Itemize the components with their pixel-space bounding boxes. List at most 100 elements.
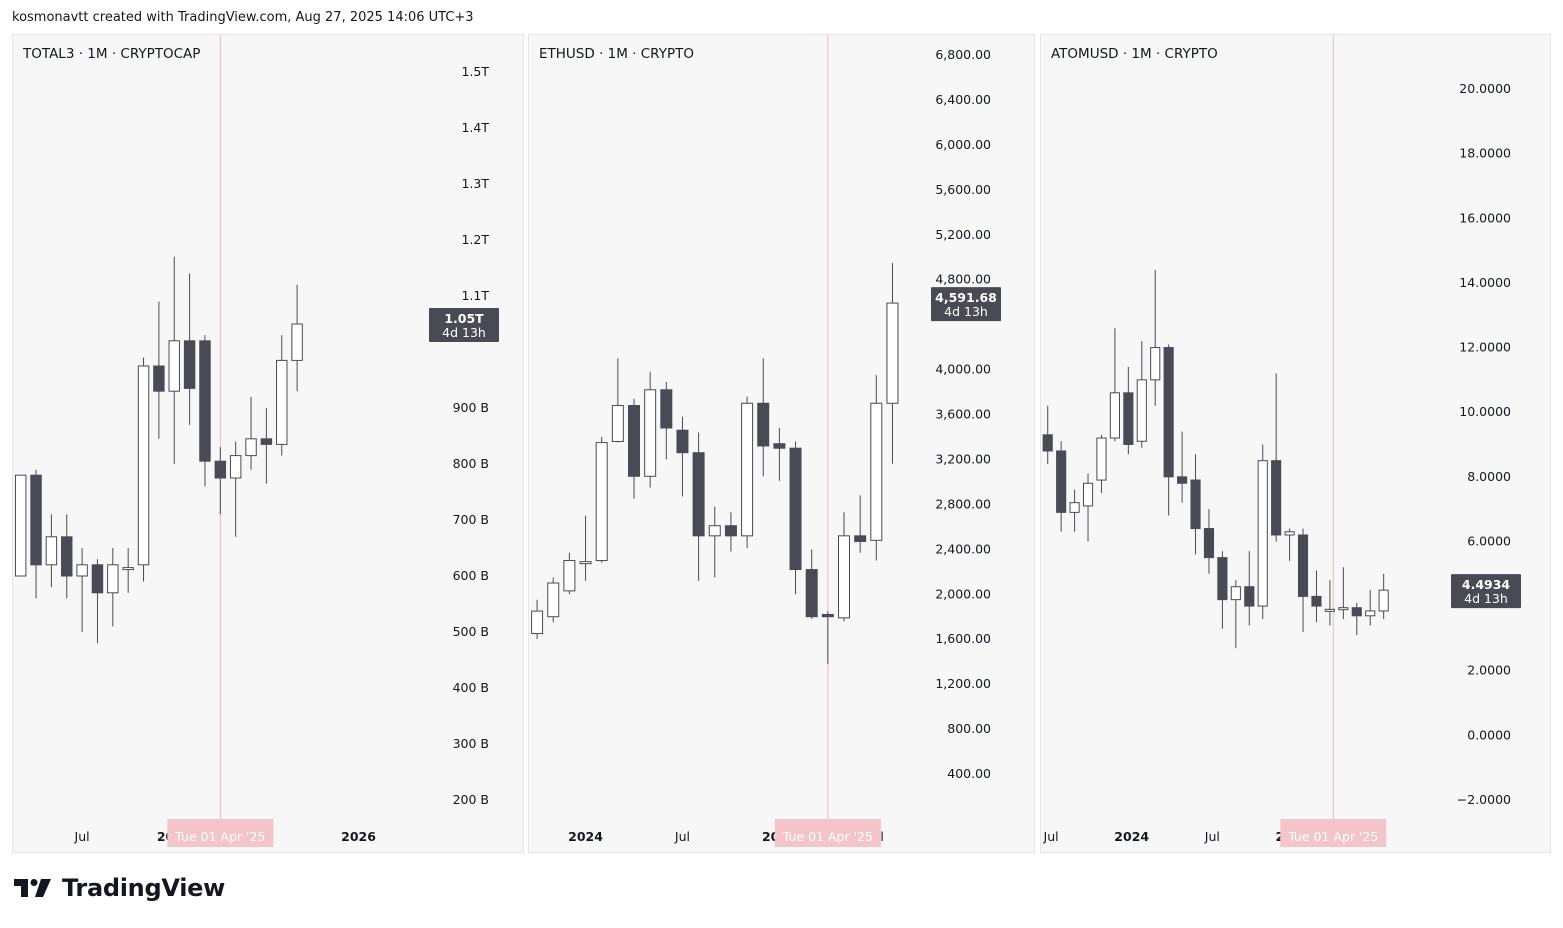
x-tick-label: 2024: [568, 829, 603, 844]
candle-body: [45, 536, 58, 566]
candle-body: [1311, 595, 1322, 607]
candle-body: [245, 438, 257, 457]
date-marker-text: Tue 01 Apr '25: [174, 829, 265, 844]
candle-body: [741, 402, 754, 537]
ethusd-chart-panel[interactable]: 6,800.00 6,400.00 6,000.00 5,600.00 5,200.00…: [528, 34, 1035, 853]
y-tick-label: 300 B: [453, 736, 489, 751]
chart-canvas[interactable]: 1.5T 1.4T 1.3T 1.2T 1.1T 900 B 800 B 700 B 600 B…: [13, 35, 524, 852]
y-tick-label: 8.0000: [1467, 469, 1511, 484]
y-tick-label: 3,200.00: [935, 451, 991, 466]
tradingview-logo-icon: [14, 879, 51, 897]
candle-body: [789, 447, 802, 571]
y-tick-label: −2.0000: [1457, 792, 1511, 807]
candle-body: [107, 564, 119, 594]
chart-title: ATOMUSD · 1M · CRYPTO: [1051, 46, 1218, 62]
chart-title: TOTAL3 · 1M · CRYPTOCAP: [23, 46, 201, 62]
x-tick-label: 2026: [341, 829, 376, 844]
date-marker-label: [167, 819, 274, 847]
candle-body: [1257, 460, 1268, 607]
y-tick-label: 2,800.00: [935, 496, 991, 511]
y-tick-label: 4,000.00: [935, 362, 991, 377]
candle-body: [724, 525, 737, 537]
candle-body: [838, 535, 850, 619]
bar-countdown: 4d 13h: [944, 304, 988, 319]
candle-body: [276, 359, 288, 445]
candles: [531, 262, 899, 664]
y-tick-label: 2,400.00: [935, 541, 991, 556]
chart-header-caption: kosmonavtt created with TradingView.com,…: [12, 10, 474, 25]
y-tick-label: 2.0000: [1467, 663, 1511, 678]
candle-body: [595, 442, 608, 562]
y-tick-label: 6,400.00: [935, 92, 991, 107]
chart-title: ETHUSD · 1M · CRYPTO: [539, 46, 694, 62]
candle-body: [611, 405, 624, 442]
y-tick-label: 500 B: [453, 624, 489, 639]
y-tick-label: 16.0000: [1459, 210, 1511, 225]
candle-body: [708, 525, 721, 537]
y-tick-label: 600 B: [453, 568, 489, 583]
tradingview-brand[interactable]: TradingView: [14, 874, 225, 902]
last-price-label: [931, 287, 1001, 322]
candle-body: [547, 582, 560, 618]
candle-body: [821, 613, 834, 618]
candle-body: [1042, 434, 1053, 452]
y-tick-label: 6,800.00: [935, 47, 991, 62]
y-tick-label: 3,600.00: [935, 407, 991, 422]
y-tick-label: 1,600.00: [935, 631, 991, 646]
candle-body: [1082, 482, 1094, 507]
candle-body: [229, 455, 242, 479]
candle-body: [579, 561, 592, 565]
candle-body: [91, 564, 104, 594]
candle-body: [1190, 479, 1201, 530]
candle-body: [137, 365, 150, 566]
candle-body: [214, 460, 227, 479]
x-tick-label: 2024: [1114, 829, 1149, 844]
candle-body: [291, 323, 303, 361]
bar-countdown: 4d 13h: [442, 325, 486, 340]
candle-body: [76, 564, 88, 577]
candle-body: [854, 535, 867, 542]
y-tick-label: 700 B: [453, 512, 489, 527]
y-tick-label: 14.0000: [1459, 275, 1511, 290]
y-tick-label: 5,600.00: [935, 182, 991, 197]
candles: [1042, 269, 1389, 649]
y-tick-label: 20.0000: [1459, 81, 1511, 96]
candle-body: [1069, 502, 1080, 513]
candle-body: [1163, 347, 1174, 478]
candle-body: [1297, 534, 1309, 597]
candle-body: [1177, 476, 1188, 484]
candle-body: [30, 474, 42, 566]
y-tick-label: 10.0000: [1459, 404, 1511, 419]
candle-body: [1217, 557, 1228, 601]
candle-body: [1365, 610, 1376, 617]
x-tick-label: Jul: [1204, 829, 1220, 844]
candle-body: [1123, 392, 1134, 446]
chart-canvas[interactable]: 6,800.00 6,400.00 6,000.00 5,600.00 5,200.00…: [529, 35, 1035, 852]
candle-body: [563, 560, 576, 592]
y-tick-label: 400 B: [453, 680, 489, 695]
x-tick-label: Jul: [1043, 829, 1059, 844]
candle-body: [1378, 589, 1389, 612]
candle-body: [1324, 608, 1335, 612]
atomusd-chart-panel[interactable]: 20.0000 18.0000 16.0000 14.0000 12.0000 10.00…: [1040, 34, 1551, 853]
x-tick-label: Jul: [74, 829, 90, 844]
y-tick-label: 6.0000: [1467, 533, 1511, 548]
candle-body: [1136, 379, 1147, 442]
candle-body: [1109, 392, 1120, 439]
chart-canvas[interactable]: 20.0000 18.0000 16.0000 14.0000 12.0000 10.00…: [1041, 35, 1551, 852]
date-marker-label: [1280, 819, 1387, 847]
candle-body: [805, 569, 818, 618]
total3-chart-panel[interactable]: 1.5T 1.4T 1.3T 1.2T 1.1T 900 B 800 B 700 B 600 B…: [12, 34, 524, 853]
brand-name: TradingView: [62, 874, 225, 902]
y-tick-label: 1,200.00: [935, 676, 991, 691]
candle-body: [168, 340, 180, 392]
candle-body: [692, 452, 705, 537]
y-tick-label: 1.4T: [461, 120, 489, 135]
candle-body: [757, 402, 770, 447]
x-tick-label: Jul: [674, 829, 690, 844]
candle-body: [1230, 586, 1241, 601]
y-tick-label: 900 B: [453, 400, 489, 415]
candle-body: [260, 438, 273, 445]
y-tick-label: 2,000.00: [935, 586, 991, 601]
candle-body: [1351, 607, 1362, 617]
